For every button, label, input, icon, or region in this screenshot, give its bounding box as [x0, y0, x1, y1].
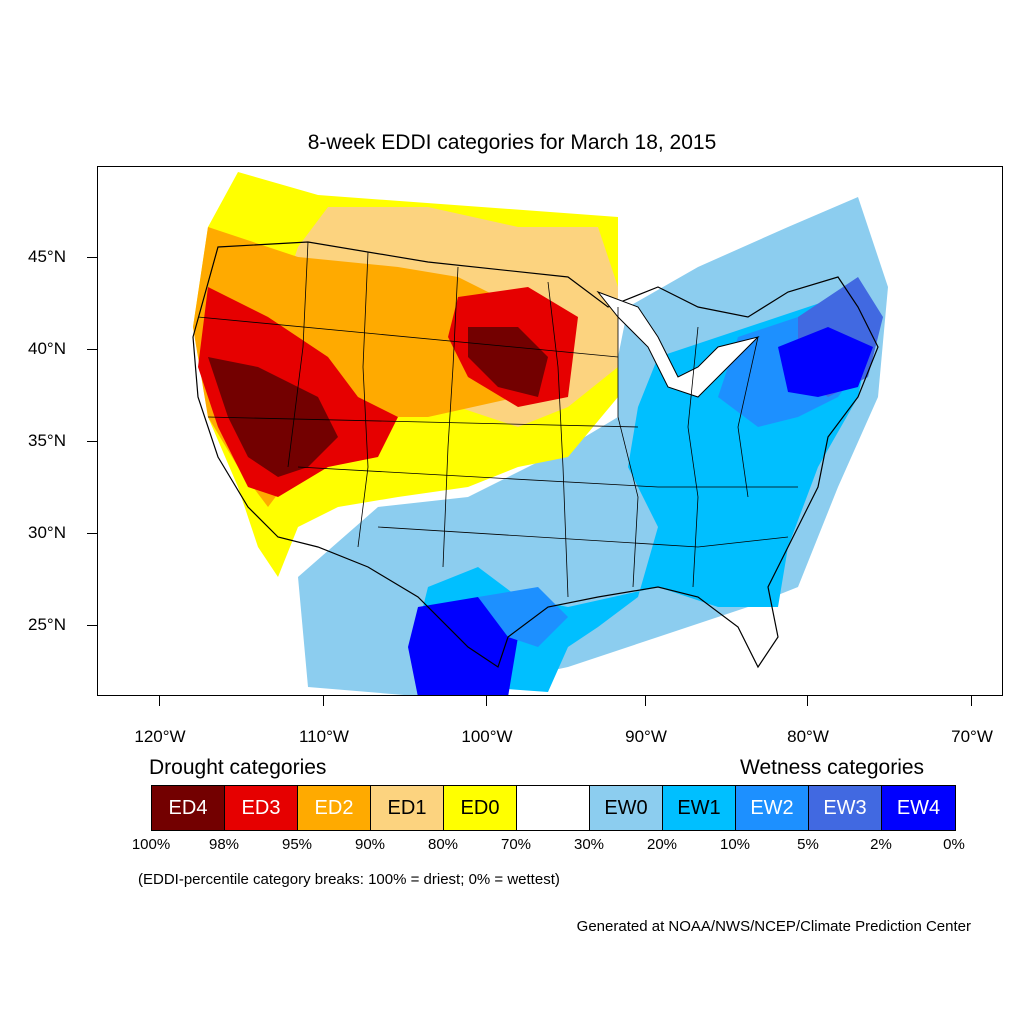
map-panel	[97, 166, 1003, 696]
x-label: 70°W	[951, 727, 993, 746]
legend-box-ew1: EW1	[663, 786, 736, 830]
y-tick	[87, 441, 97, 442]
state-borders	[197, 241, 798, 598]
y-tick	[87, 349, 97, 350]
x-tick	[971, 696, 972, 706]
percentile-break-label: 70%	[500, 836, 532, 853]
percentile-break-label: 90%	[354, 836, 386, 853]
map-title: 8-week EDDI categories for March 18, 201…	[307, 131, 717, 154]
x-label: 100°W	[461, 727, 513, 746]
x-label: 120°W	[134, 727, 186, 746]
percentile-break-label: 80%	[427, 836, 459, 853]
x-tick	[486, 696, 487, 706]
wet-ew4-ne	[778, 327, 873, 397]
drought-heading: Drought categories	[149, 756, 327, 779]
category-note: (EDDI-percentile category breaks: 100% =…	[138, 871, 560, 888]
legend-box-ed3: ED3	[225, 786, 298, 830]
x-tick	[159, 696, 160, 706]
legend-box-ed2: ED2	[298, 786, 371, 830]
legend-box-ed4: ED4	[152, 786, 225, 830]
y-label: 45°N	[28, 247, 66, 266]
x-tick	[323, 696, 324, 706]
y-label: 30°N	[28, 523, 66, 542]
percentile-break-label: 30%	[573, 836, 605, 853]
wet-ew4-texas	[408, 597, 518, 695]
y-label: 25°N	[28, 615, 66, 634]
y-tick	[87, 533, 97, 534]
percentile-break-label: 98%	[208, 836, 240, 853]
wetness-heading: Wetness categories	[740, 756, 925, 779]
x-tick	[645, 696, 646, 706]
dry-ed4-west	[208, 357, 338, 477]
us-outline	[192, 241, 879, 669]
percentile-break-label: 0%	[943, 836, 965, 853]
percentile-break-label: 2%	[870, 836, 892, 853]
x-label: 90°W	[625, 727, 667, 746]
percentile-break-label: 95%	[281, 836, 313, 853]
percentile-break-label: 20%	[646, 836, 678, 853]
legend-box-ew2: EW2	[736, 786, 809, 830]
legend-box-ew4: EW4	[882, 786, 955, 830]
credit-line: Generated at NOAA/NWS/NCEP/Climate Predi…	[576, 918, 971, 935]
x-label: 110°W	[299, 727, 349, 746]
x-label: 80°W	[787, 727, 829, 746]
y-label: 35°N	[28, 431, 66, 450]
x-tick	[807, 696, 808, 706]
legend-box-ew0: EW0	[590, 786, 663, 830]
legend-box-ed1: ED1	[371, 786, 444, 830]
category-legend: ED4 ED3 ED2 ED1 ED0 EW0 EW1 EW2 EW3 EW4	[151, 785, 956, 831]
legend-box-ed0: ED0	[444, 786, 517, 830]
legend-box-normal	[517, 786, 590, 830]
eddi-map	[188, 172, 888, 695]
percentile-break-label: 10%	[719, 836, 751, 853]
legend-box-ew3: EW3	[809, 786, 882, 830]
percentile-break-label: 100%	[131, 836, 171, 853]
percentile-break-label: 5%	[797, 836, 819, 853]
wet-ew2-texas	[478, 587, 568, 647]
y-tick	[87, 625, 97, 626]
y-label: 40°N	[28, 339, 66, 358]
y-tick	[87, 257, 97, 258]
